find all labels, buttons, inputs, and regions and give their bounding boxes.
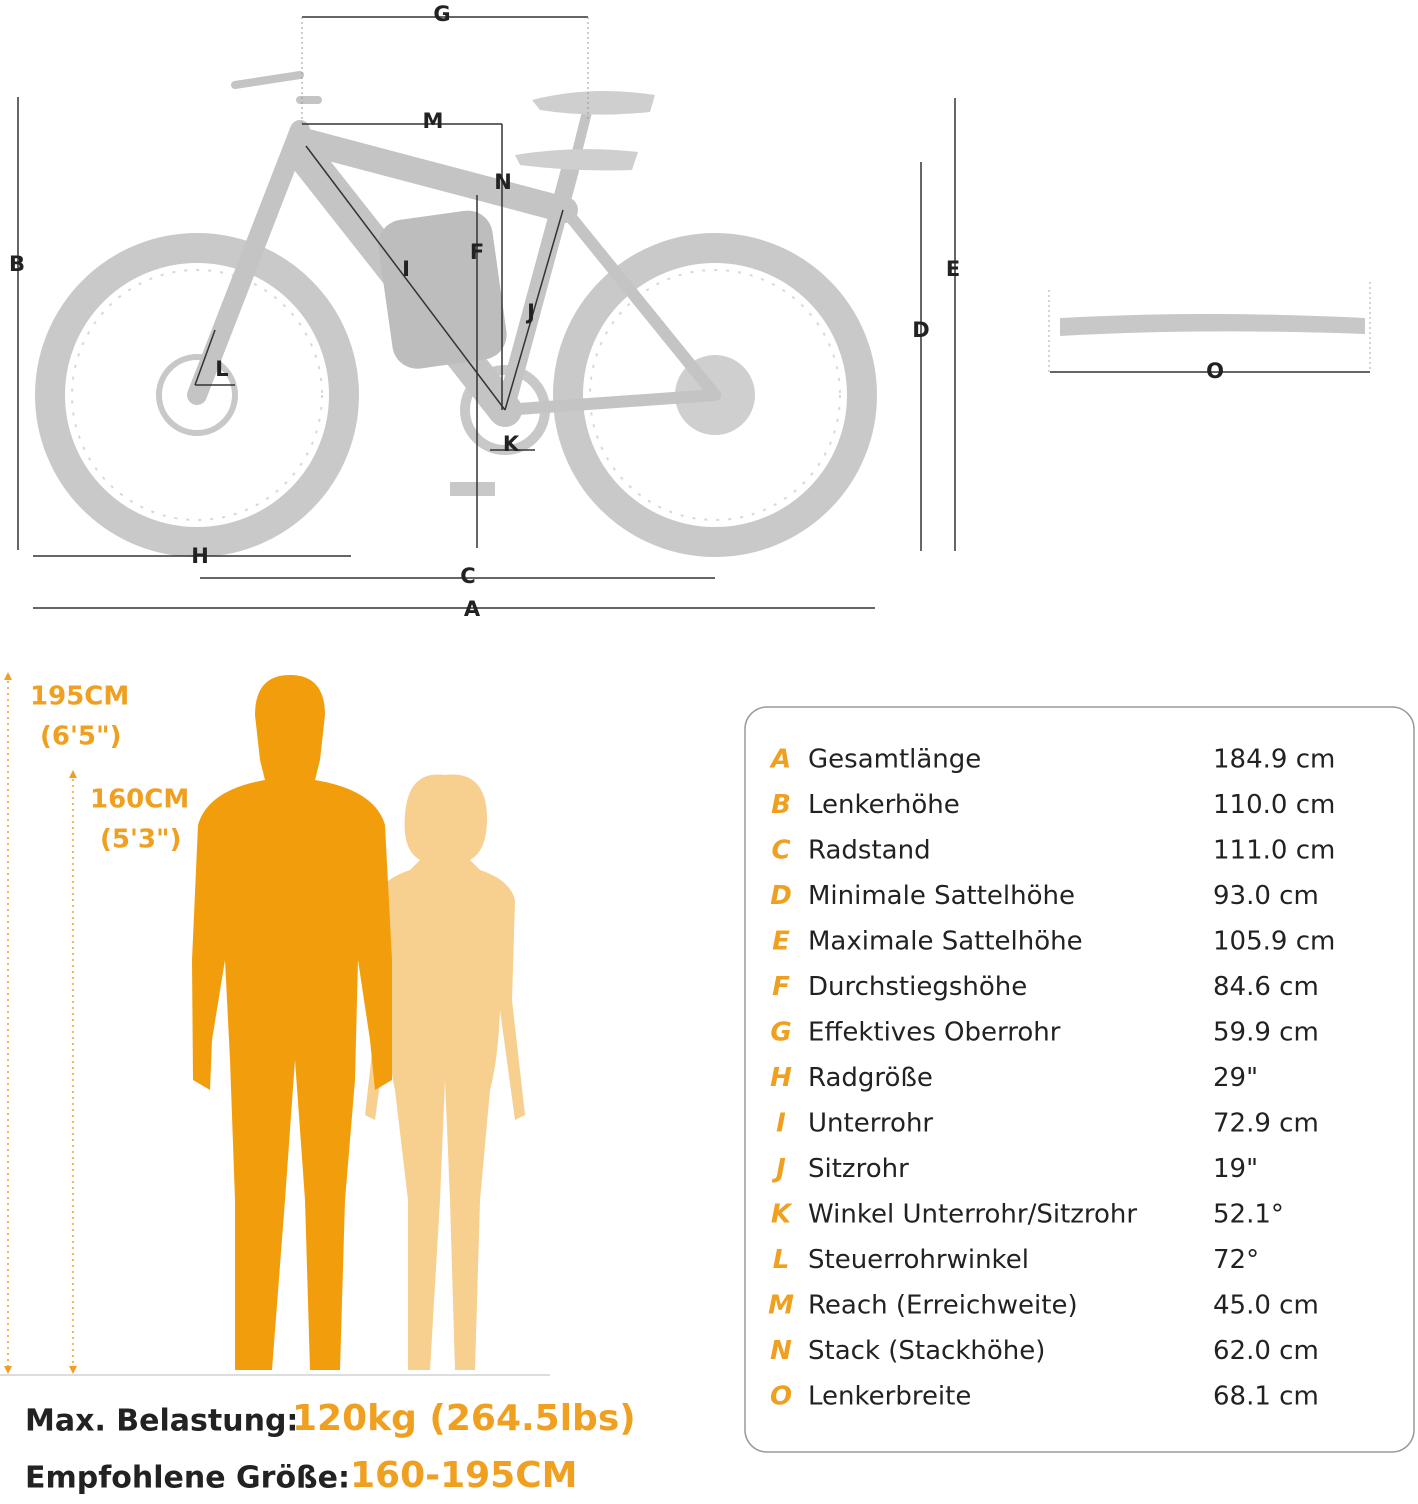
spec-value: 184.9 cm	[1213, 745, 1335, 775]
spec-name: Steuerrohrwinkel	[808, 1245, 1029, 1275]
spec-value: 84.6 cm	[1213, 972, 1319, 1002]
summary: Max. Belastung: 120kg (264.5lbs) Empfohl…	[25, 1398, 636, 1496]
woman	[365, 774, 525, 1370]
summary-label: Max. Belastung:	[25, 1404, 298, 1439]
dim-label: B	[9, 252, 25, 276]
dim-label: A	[464, 597, 481, 621]
dim-label: H	[191, 544, 209, 568]
dim-line	[504, 209, 564, 411]
dim-line	[305, 145, 506, 411]
spec-letter: I	[776, 1109, 786, 1139]
seatstay	[559, 204, 721, 401]
spec-letter: O	[770, 1382, 792, 1412]
spec-value: 59.9 cm	[1213, 1018, 1319, 1048]
height-label: (6'5")	[40, 722, 121, 752]
dimension-labels: G M N B F I J L K H C A D E O	[9, 2, 1224, 621]
height-label: 195CM	[30, 682, 129, 712]
spec-name: Stack (Stackhöhe)	[808, 1336, 1045, 1366]
spec-name: Radstand	[808, 836, 931, 866]
dim-label: M	[423, 109, 444, 133]
spec-value: 72.9 cm	[1213, 1109, 1319, 1139]
spec-value: 110.0 cm	[1213, 790, 1335, 820]
spec-name: Winkel Unterrohr/Sitzrohr	[808, 1200, 1137, 1230]
dim-label: D	[912, 318, 929, 342]
spec-value: 72°	[1213, 1245, 1259, 1275]
spec-letter: G	[770, 1018, 791, 1048]
dim-label: C	[460, 564, 475, 588]
spec-letter: B	[771, 790, 791, 820]
spec-letter: F	[772, 972, 790, 1002]
spec-value: 62.0 cm	[1213, 1336, 1319, 1366]
spec-table: A Gesamtlänge 184.9 cm B Lenkerhöhe 110.0 cm C…	[768, 745, 1335, 1412]
dim-line	[194, 329, 216, 386]
spec-value: 52.1°	[1213, 1200, 1284, 1230]
bike	[35, 71, 877, 557]
handlebar-top-view	[1048, 282, 1371, 372]
spec-letter: H	[770, 1063, 792, 1093]
handlebar	[231, 71, 322, 104]
spec-letter: K	[771, 1200, 793, 1230]
height-scale: 195CM (6'5") 160CM (5'3")	[0, 672, 550, 1376]
battery	[378, 210, 507, 369]
dimensions	[17, 16, 1370, 609]
spec-name: Reach (Erreichweite)	[808, 1291, 1078, 1321]
spec-letter: D	[770, 881, 792, 911]
summary-value: 120kg (264.5lbs)	[292, 1398, 636, 1439]
spec-value: 105.9 cm	[1213, 927, 1335, 957]
spec-name: Lenkerhöhe	[808, 790, 960, 820]
spokes	[589, 269, 841, 521]
spec-name: Unterrohr	[808, 1109, 933, 1139]
spec-value: 45.0 cm	[1213, 1291, 1319, 1321]
arrow-heads	[4, 672, 77, 1374]
handlebar-top	[1060, 314, 1365, 336]
spec-value: 68.1 cm	[1213, 1382, 1319, 1412]
spec-letter: J	[771, 1154, 786, 1184]
dim-label: F	[470, 240, 484, 264]
spec-name: Durchstiegshöhe	[808, 972, 1027, 1002]
spokes	[71, 269, 323, 521]
silhouettes	[192, 675, 525, 1370]
spec-value: 19"	[1213, 1154, 1258, 1184]
dim-label: K	[503, 432, 520, 456]
man	[192, 675, 392, 1370]
spec-letter: N	[770, 1336, 792, 1366]
dim-label: J	[525, 300, 535, 324]
dim-label: L	[215, 357, 228, 381]
top-tube	[287, 127, 578, 223]
spec-name: Gesamtlänge	[808, 745, 981, 775]
spec-letter: M	[768, 1291, 794, 1321]
spec-letter: L	[773, 1245, 790, 1275]
dim-label: O	[1206, 359, 1224, 383]
spec-name: Sitzrohr	[808, 1154, 909, 1184]
spec-name: Minimale Sattelhöhe	[808, 881, 1075, 911]
spec-value: 111.0 cm	[1213, 836, 1335, 866]
pedal	[450, 482, 495, 496]
spec-value: 29"	[1213, 1063, 1258, 1093]
saddle-high	[532, 91, 655, 115]
summary-value: 160-195CM	[350, 1455, 577, 1496]
spec-name: Lenkerbreite	[808, 1382, 971, 1412]
fork	[187, 120, 310, 405]
summary-label: Empfohlene Größe:	[25, 1461, 350, 1496]
spec-letter: C	[771, 836, 790, 866]
spec-box	[744, 706, 1415, 1453]
dim-label: I	[402, 257, 410, 281]
chainstay	[499, 389, 721, 416]
spec-name: Maximale Sattelhöhe	[808, 927, 1083, 957]
disc	[156, 354, 238, 436]
saddle-low	[515, 149, 638, 171]
dim-label: G	[433, 2, 450, 26]
height-label: (5'3")	[100, 825, 181, 855]
spec-name: Radgröße	[808, 1063, 933, 1093]
height-label: 160CM	[90, 785, 189, 815]
spec-letter: A	[769, 745, 791, 775]
front-wheel	[35, 233, 359, 557]
dim-label: N	[494, 170, 512, 194]
spec-letter: E	[772, 927, 790, 957]
spec-value: 93.0 cm	[1213, 881, 1319, 911]
spec-name: Effektives Oberrohr	[808, 1018, 1061, 1048]
rear-wheel	[553, 233, 877, 557]
dim-label: E	[946, 257, 960, 281]
